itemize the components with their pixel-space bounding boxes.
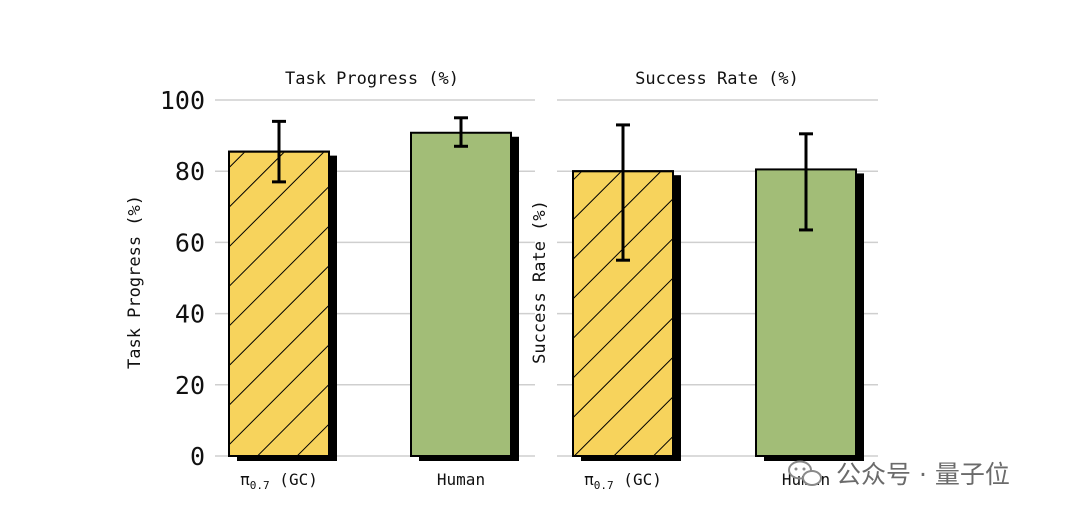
error-bar: [616, 123, 630, 262]
y-tick-label: 60: [175, 228, 205, 257]
y-tick-label: 40: [175, 300, 205, 329]
panel-title: Task Progress (%): [285, 69, 459, 89]
x-tick-label: π0.7 (GC): [240, 470, 318, 492]
error-bar: [799, 132, 813, 232]
watermark-text: 公众号 · 量子位: [836, 460, 1010, 489]
y-tick-label: 20: [175, 371, 205, 400]
error-bar: [272, 119, 286, 184]
task-progress-panel: Task Progress (%) Task Progress (%) 0 20 40 6…: [125, 69, 535, 492]
success-rate-panel: Success Rate (%) Success Rate (%) π0.7 (GC…: [530, 69, 878, 492]
x-tick-label: π0.7 (GC): [584, 470, 662, 492]
wechat-icon: [788, 460, 822, 486]
x-tick-label: Human: [437, 470, 485, 489]
y-tick-label: 0: [190, 442, 205, 471]
bar-hatch: [230, 152, 328, 455]
y-axis-label: Success Rate (%): [530, 200, 550, 364]
y-tick-label: 80: [175, 157, 205, 186]
y-tick-label: 100: [160, 86, 205, 115]
panel-title: Success Rate (%): [635, 69, 799, 89]
y-axis-label: Task Progress (%): [125, 195, 145, 369]
bar: [410, 131, 512, 457]
error-bar: [454, 116, 468, 148]
watermark: 公众号 · 量子位: [788, 460, 1010, 489]
